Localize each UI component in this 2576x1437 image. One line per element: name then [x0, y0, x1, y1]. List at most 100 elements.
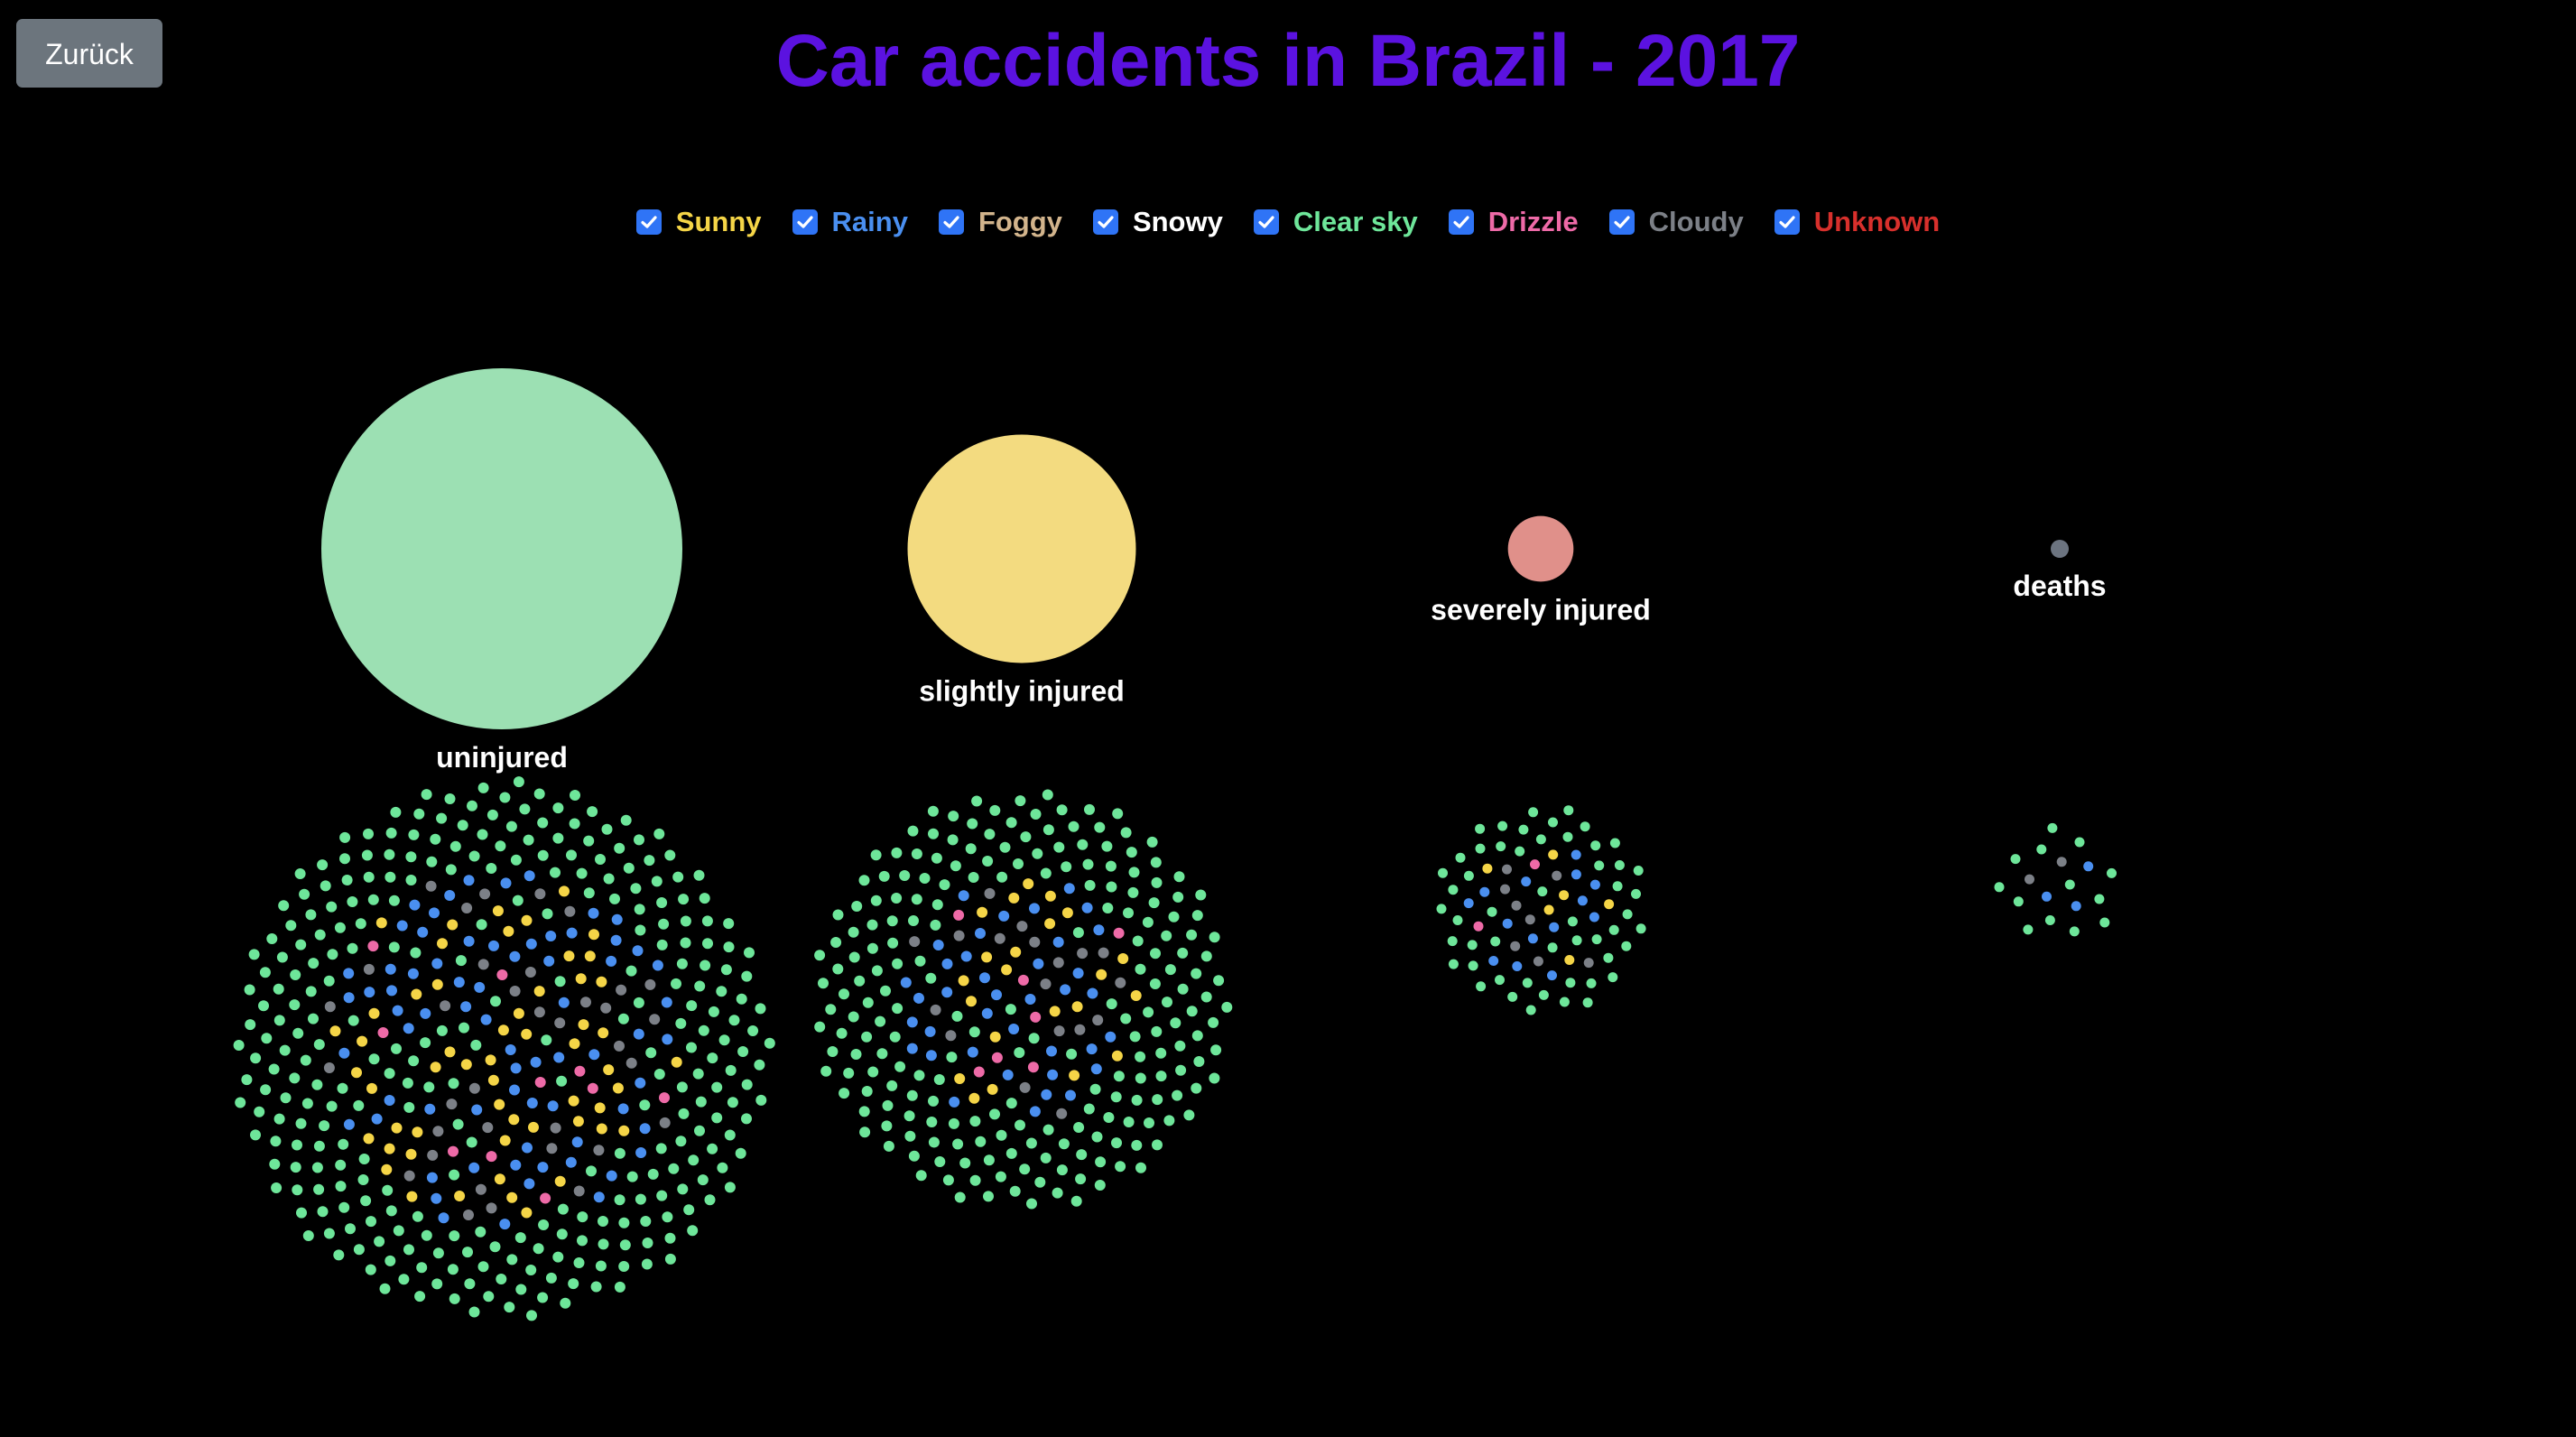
accident-dot [333, 1249, 345, 1261]
accident-dot [1497, 820, 1508, 831]
accident-dot [996, 1129, 1007, 1141]
accident-dot [588, 929, 599, 941]
accident-dot [1608, 924, 1619, 935]
accident-dot [900, 977, 912, 988]
accident-dot [676, 1081, 688, 1093]
accident-dot [492, 905, 504, 917]
accident-dot [475, 1183, 486, 1195]
accident-dot [1095, 1156, 1107, 1168]
accident-dot [1151, 876, 1163, 888]
accident-dot [658, 918, 670, 930]
accident-dot [552, 832, 564, 844]
accident-dot [1008, 892, 1020, 904]
accident-dot [2010, 854, 2021, 865]
accident-dot [1081, 902, 1093, 913]
filter-unknown[interactable]: Unknown [1774, 206, 1940, 238]
accident-dot [989, 1031, 1001, 1043]
accident-dot [1150, 857, 1162, 868]
filter-sunny[interactable]: Sunny [635, 206, 762, 238]
checkbox-checked-icon[interactable] [1092, 209, 1118, 235]
accident-dot [405, 851, 417, 863]
accident-dot [1077, 839, 1089, 850]
filter-drizzle[interactable]: Drizzle [1448, 206, 1579, 238]
checkbox-checked-icon[interactable] [1774, 209, 1800, 235]
accident-dot [1191, 968, 1202, 979]
accident-dot [1056, 1164, 1068, 1176]
accident-dot [686, 1042, 697, 1053]
accident-dot [871, 965, 883, 977]
accident-dot [1530, 859, 1540, 870]
accident-dot [1115, 1161, 1126, 1173]
accident-dot [653, 828, 665, 839]
checkbox-checked-icon[interactable] [938, 209, 964, 235]
accident-dot [614, 1040, 625, 1052]
filter-rainy[interactable]: Rainy [792, 206, 908, 238]
accident-dot [568, 1278, 579, 1290]
accident-dot [296, 1207, 307, 1219]
accident-dot [656, 939, 668, 950]
accident-dot [1077, 948, 1089, 960]
accident-dot [1071, 1001, 1083, 1013]
accident-dot [616, 984, 627, 996]
checkbox-checked-icon[interactable] [1253, 209, 1279, 235]
accident-dot [521, 1207, 533, 1219]
accident-dot [983, 1191, 994, 1202]
accident-dot [368, 1007, 380, 1019]
accident-dot [1135, 1162, 1146, 1173]
accident-dot [906, 1089, 918, 1101]
accident-dot [468, 1082, 480, 1094]
accident-dot [735, 1147, 746, 1159]
accident-dot [552, 802, 564, 814]
accident-dot [554, 976, 566, 987]
accident-dot [947, 834, 959, 846]
accident-dot [858, 1106, 870, 1117]
checkbox-checked-icon[interactable] [1448, 209, 1474, 235]
accident-dot [301, 1098, 313, 1109]
checkbox-checked-icon[interactable] [635, 209, 662, 235]
checkbox-checked-icon[interactable] [1608, 209, 1635, 235]
filter-snowy[interactable]: Snowy [1092, 206, 1223, 238]
back-button[interactable]: Zurück [16, 19, 162, 88]
accident-dot [598, 1027, 609, 1039]
accident-dot [479, 888, 491, 900]
accident-dot [543, 955, 555, 967]
accident-dot [1589, 912, 1599, 922]
accident-dot [355, 918, 366, 930]
accident-dot [586, 1165, 597, 1177]
accident-dot [506, 1254, 518, 1265]
accident-dot [305, 909, 317, 921]
accident-dot [718, 1034, 730, 1046]
checkbox-checked-icon[interactable] [792, 209, 818, 235]
accident-dot [1527, 933, 1538, 944]
accident-dot [1083, 1103, 1095, 1115]
accident-dot [452, 1118, 464, 1130]
accident-dot [295, 1117, 307, 1129]
filter-cloudy[interactable]: Cloudy [1608, 206, 1744, 238]
accident-dot [353, 1244, 365, 1256]
filter-clear-sky[interactable]: Clear sky [1253, 206, 1418, 238]
accident-dot [764, 1037, 775, 1049]
accident-dot [587, 806, 598, 818]
accident-dot [546, 1143, 558, 1154]
accident-dot [405, 1148, 417, 1160]
accident-dot [1200, 991, 1212, 1003]
accident-dot [1467, 940, 1478, 950]
accident-dot [908, 1150, 920, 1162]
accident-dot [818, 978, 829, 989]
accident-dot [431, 958, 443, 969]
accident-dot [343, 968, 355, 979]
accident-dot [1073, 1122, 1085, 1133]
accident-dot [588, 1049, 600, 1061]
accident-dot [1175, 1064, 1187, 1076]
accident-dot [574, 1065, 586, 1077]
accident-dot [619, 1239, 631, 1251]
filter-foggy[interactable]: Foggy [938, 206, 1062, 238]
accident-dot [967, 1046, 978, 1058]
accident-dot [832, 909, 844, 921]
accident-dot [1448, 959, 1459, 969]
accident-dot [580, 997, 591, 1008]
accident-dot [1193, 1056, 1205, 1067]
accident-dot [886, 915, 898, 927]
accident-dot [911, 894, 922, 905]
accident-dot [598, 1238, 609, 1250]
